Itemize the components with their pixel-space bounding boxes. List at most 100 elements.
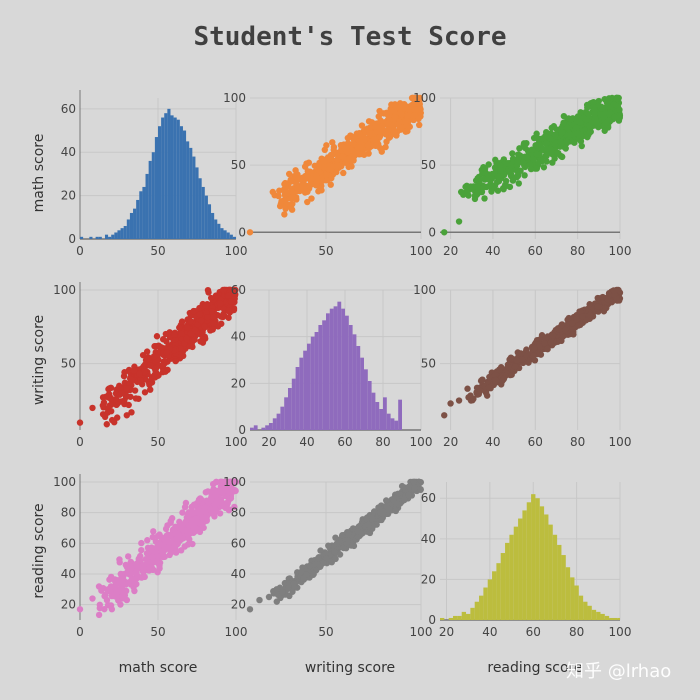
histogram-bar	[232, 236, 236, 239]
data-point	[591, 110, 598, 118]
data-point	[351, 152, 358, 160]
data-point	[136, 370, 143, 378]
data-point	[333, 168, 340, 176]
data-point	[480, 183, 488, 191]
data-point	[147, 362, 154, 369]
data-point	[516, 145, 523, 152]
y-tick-label: 60	[61, 536, 76, 550]
data-point	[583, 101, 591, 109]
data-point	[204, 314, 211, 321]
data-point	[112, 395, 120, 403]
data-point	[314, 554, 322, 562]
histogram-bar	[440, 617, 445, 620]
histogram-bar	[394, 420, 399, 430]
data-point	[378, 148, 385, 155]
data-point	[492, 377, 499, 384]
x-tick-label: 50	[150, 244, 165, 258]
histogram-bar	[487, 579, 493, 620]
data-point	[576, 119, 584, 126]
data-point	[348, 147, 356, 154]
data-point	[471, 192, 479, 199]
data-point	[308, 195, 315, 202]
data-point	[465, 192, 472, 199]
data-point	[123, 596, 130, 604]
histogram-bar	[265, 425, 269, 430]
data-point	[184, 530, 191, 537]
data-point	[552, 131, 559, 139]
data-point	[104, 601, 112, 609]
histogram-bar	[522, 510, 527, 620]
data-point	[511, 363, 519, 370]
data-point	[197, 495, 204, 502]
data-point	[603, 119, 610, 126]
data-point	[403, 117, 411, 125]
y-tick-label: 60	[231, 536, 246, 550]
data-point	[104, 586, 112, 593]
data-point	[604, 296, 611, 303]
histogram-bar	[291, 378, 296, 430]
data-point	[220, 310, 227, 318]
data-point	[125, 401, 132, 409]
data-point	[507, 167, 514, 175]
histogram-bar	[189, 147, 193, 239]
data-point	[578, 142, 585, 150]
histogram-bar	[318, 325, 323, 430]
histogram-bar	[207, 204, 212, 239]
data-point	[481, 195, 488, 202]
data-point	[139, 351, 147, 359]
data-point	[156, 565, 163, 572]
data-point	[546, 135, 554, 142]
histogram-bar	[398, 399, 402, 430]
data-point	[333, 540, 341, 547]
data-point	[357, 530, 365, 537]
x-axis-label: math score	[119, 660, 198, 676]
data-point	[416, 94, 424, 102]
data-point	[525, 359, 532, 366]
data-point	[297, 568, 305, 576]
x-tick-label: 100	[609, 625, 632, 639]
histogram-bar	[229, 234, 233, 239]
data-point	[282, 205, 289, 212]
data-point	[178, 318, 186, 325]
data-point	[388, 101, 395, 108]
y-tick-label: 100	[53, 283, 76, 297]
panel-0-0: 0 50 100 0 20 40 60	[61, 90, 247, 258]
data-point	[275, 192, 282, 200]
x-tick-label: 50	[150, 435, 165, 449]
data-point	[382, 131, 389, 138]
data-point	[207, 327, 214, 334]
data-point	[290, 580, 298, 587]
data-point	[99, 394, 107, 401]
data-point	[197, 338, 204, 345]
histogram-bar	[154, 137, 158, 239]
data-point	[378, 516, 385, 524]
histogram-bar	[518, 518, 523, 620]
histogram-bar	[578, 595, 584, 620]
x-tick-label: 0	[76, 435, 84, 449]
data-point	[207, 496, 215, 504]
data-point	[527, 165, 535, 173]
data-point	[165, 545, 173, 553]
histogram-bar	[295, 367, 300, 430]
data-point	[278, 588, 286, 596]
data-point	[405, 483, 413, 490]
y-tick-label: 40	[61, 145, 76, 159]
histogram-bar	[557, 544, 562, 620]
histogram-bar	[345, 315, 349, 430]
data-point	[368, 119, 376, 126]
histogram-bar	[509, 534, 514, 620]
data-point	[540, 164, 548, 171]
data-point	[177, 547, 185, 554]
data-point	[171, 336, 179, 343]
x-axis-label: writing score	[305, 660, 395, 676]
histogram-bar	[596, 611, 601, 620]
data-point	[163, 349, 170, 356]
data-point	[294, 171, 301, 178]
data-point	[520, 141, 527, 149]
data-point	[225, 314, 232, 321]
data-point	[116, 577, 124, 584]
data-point	[179, 509, 186, 516]
x-tick-label: 50	[150, 625, 165, 639]
histogram-bar	[211, 212, 215, 239]
data-point	[310, 570, 317, 578]
